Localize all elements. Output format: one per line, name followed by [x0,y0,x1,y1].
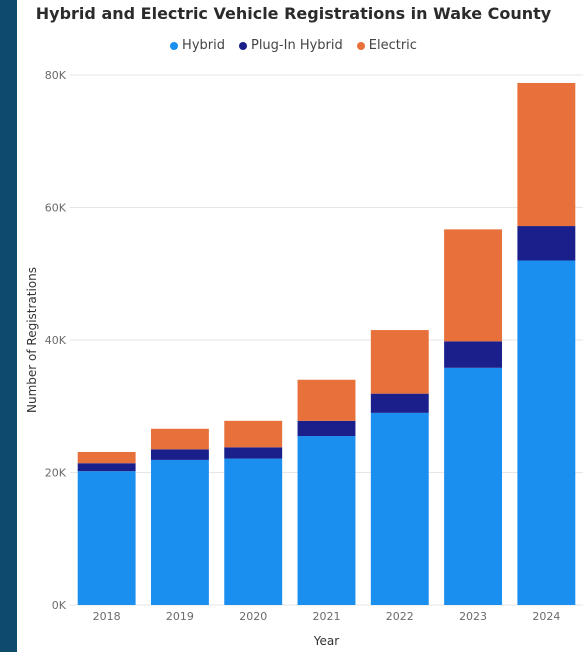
legend-swatch-electric [356,41,365,50]
y-axis-ticks: 0K 20K 40K 60K 80K [45,69,67,612]
chart-title: Hybrid and Electric Vehicle Registration… [35,4,552,23]
bar-segment-hybrid-2021[interactable] [297,436,356,605]
bar-segment-plug-in-hybrid-2020[interactable] [224,447,283,459]
x-tick-label: 2024 [532,610,560,623]
x-tick-label: 2018 [93,610,121,623]
legend-swatch-hybrid [170,41,179,50]
x-tick-label: 2021 [313,610,341,623]
bar-segment-plug-in-hybrid-2021[interactable] [297,420,356,437]
legend-item-electric[interactable]: Electric [356,38,417,53]
x-tick-label: 2020 [239,610,267,623]
bar-segment-hybrid-2019[interactable] [150,459,209,605]
legend-label-plug-in-hybrid: Plug-In Hybrid [250,38,343,53]
bar-segment-plug-in-hybrid-2023[interactable] [444,341,503,368]
bar-segment-plug-in-hybrid-2019[interactable] [150,449,209,460]
chart-legend: Hybrid Plug-In Hybrid Electric [0,38,587,53]
bar-segment-plug-in-hybrid-2022[interactable] [370,393,429,413]
bar-segment-electric-2021[interactable] [297,379,356,421]
bar-segment-electric-2020[interactable] [224,420,283,448]
y-tick-label: 0K [52,599,67,612]
y-tick-label: 20K [45,467,67,480]
bar-segment-hybrid-2018[interactable] [77,471,136,605]
legend-label-electric: Electric [368,38,417,53]
bar-segment-electric-2023[interactable] [444,229,503,342]
legend-swatch-plug-in-hybrid [238,41,247,50]
y-tick-label: 60K [45,202,67,215]
bar-segment-electric-2022[interactable] [370,330,429,394]
y-axis-title: Number of Registrations [25,267,39,413]
bar-segment-plug-in-hybrid-2024[interactable] [517,226,576,261]
bar-segment-electric-2019[interactable] [150,428,209,450]
x-tick-label: 2019 [166,610,194,623]
legend-label-hybrid: Hybrid [182,38,225,53]
x-tick-label: 2022 [386,610,414,623]
y-tick-label: 40K [45,334,67,347]
bar-segment-hybrid-2022[interactable] [370,412,429,605]
legend-item-hybrid[interactable]: Hybrid [170,38,225,53]
x-tick-label: 2023 [459,610,487,623]
x-axis-ticks: 2018 2019 2020 2021 2022 2023 2024 [93,610,561,623]
x-axis-title: Year [313,634,339,648]
bar-segment-hybrid-2024[interactable] [517,260,576,606]
bar-segment-hybrid-2020[interactable] [224,458,283,605]
legend-item-plug-in-hybrid[interactable]: Plug-In Hybrid [238,38,343,53]
bar-segment-hybrid-2023[interactable] [444,367,503,605]
bar-segment-plug-in-hybrid-2018[interactable] [77,463,136,472]
bars [77,82,576,606]
bar-segment-electric-2024[interactable] [517,82,576,227]
y-tick-label: 80K [45,69,67,82]
bar-segment-electric-2018[interactable] [77,451,136,464]
